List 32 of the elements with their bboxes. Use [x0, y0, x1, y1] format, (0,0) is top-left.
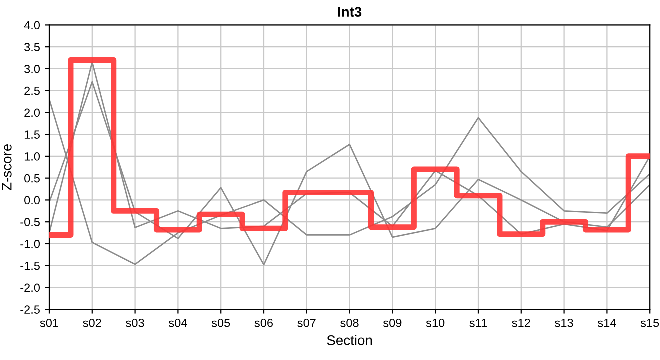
x-tick-label: s12	[512, 318, 530, 328]
y-tick-label: -2.5	[20, 306, 40, 314]
y-tick-label: 2.0	[24, 108, 40, 118]
y-tick-label: 3.0	[24, 64, 40, 74]
x-tick-label: s01	[40, 318, 58, 328]
x-tick-label: s04	[169, 318, 188, 328]
y-tick-label: -1.5	[20, 262, 40, 270]
x-tick-label: s11	[470, 319, 488, 328]
y-tick-label: 1.5	[24, 130, 40, 139]
y-tick-label: 3.5	[24, 43, 40, 52]
x-tick-label: s15	[640, 319, 660, 328]
y-tick-label: 1.0	[24, 152, 40, 161]
x-tick-label: s07	[298, 318, 316, 328]
x-tick-label: s14	[598, 319, 616, 328]
y-tick-label: 4.0	[24, 21, 40, 30]
x-tick-label: s06	[254, 318, 273, 328]
x-axis-title: Section	[327, 335, 372, 346]
y-tick-label: 0.0	[24, 196, 40, 205]
y-axis-title: Z-score	[2, 144, 12, 190]
y-tick-label: -1.0	[20, 240, 40, 248]
x-tick-label: s13	[555, 318, 574, 328]
chart-title: Int3	[338, 7, 362, 18]
x-tick-label: s05	[212, 318, 230, 328]
y-tick-label: -2.0	[20, 284, 40, 292]
y-tick-label: -0.5	[20, 218, 40, 226]
x-tick-label: s08	[340, 318, 359, 328]
x-tick-label: s03	[126, 318, 144, 328]
x-tick-label: s10	[426, 318, 445, 328]
y-tick-label: 0.5	[24, 174, 40, 183]
x-tick-label: s02	[83, 318, 102, 328]
x-tick-label: s09	[384, 318, 402, 328]
y-tick-label: 2.5	[24, 86, 40, 96]
